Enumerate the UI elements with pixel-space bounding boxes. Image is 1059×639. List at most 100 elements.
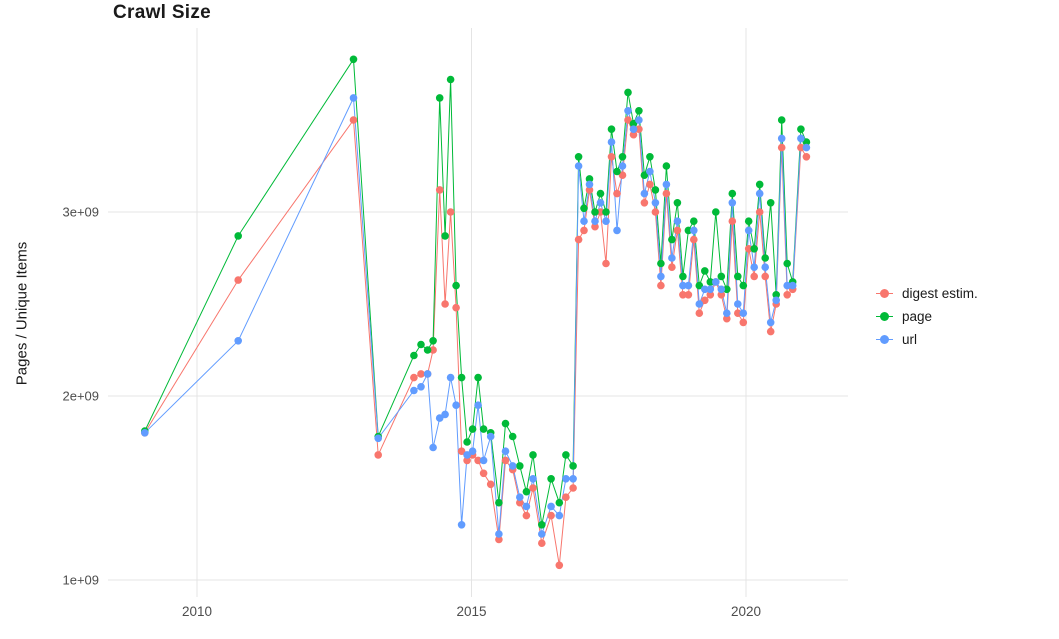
data-point-url: [474, 401, 482, 410]
data-point-digest-estim-: [613, 189, 621, 198]
data-point-url: [479, 456, 488, 465]
data-point-url: [374, 434, 383, 443]
data-point-url: [717, 285, 726, 294]
data-point-digest-estim-: [739, 318, 748, 327]
data-point-digest-estim-: [410, 373, 418, 382]
data-point-url: [435, 414, 444, 422]
data-point-url: [777, 134, 786, 143]
data-point-url: [538, 530, 546, 538]
data-point-page: [706, 278, 715, 286]
data-point-page: [468, 425, 477, 433]
data-point-url: [423, 370, 432, 378]
data-point-page: [673, 199, 682, 207]
data-point-digest-estim-: [495, 535, 503, 544]
data-point-digest-estim-: [417, 370, 425, 378]
data-point-digest-estim-: [486, 480, 495, 489]
data-point-url: [585, 180, 594, 189]
data-point-url: [508, 462, 517, 470]
data-point-page: [495, 498, 503, 507]
data-point-page: [580, 204, 588, 213]
data-point-digest-estim-: [479, 469, 488, 478]
data-point-digest-estim-: [701, 296, 709, 305]
legend-item-page: page: [876, 309, 978, 324]
data-point-page: [501, 419, 510, 428]
data-point-digest-estim-: [547, 511, 555, 520]
data-point-page: [555, 498, 564, 507]
data-point-url: [788, 281, 797, 290]
data-point-page: [423, 346, 432, 354]
x-tick-label: 2020: [731, 604, 761, 619]
data-point-digest-estim-: [766, 327, 775, 336]
data-point-digest-estim-: [501, 456, 510, 465]
data-point-digest-estim-: [602, 259, 610, 268]
data-point-url: [562, 475, 570, 483]
data-point-url: [755, 189, 764, 198]
data-point-digest-estim-: [463, 456, 471, 465]
data-point-page: [651, 186, 660, 194]
data-point-url: [662, 180, 671, 189]
data-point-digest-estim-: [591, 222, 599, 231]
data-point-digest-estim-: [723, 314, 731, 323]
data-point-page: [479, 425, 488, 433]
data-point-page: [739, 281, 748, 290]
data-point-url: [441, 410, 449, 419]
data-point-digest-estim-: [750, 272, 758, 281]
data-point-page: [410, 351, 418, 360]
data-point-url: [522, 502, 531, 511]
y-tick-label: 2e+09: [62, 389, 99, 404]
data-point-digest-estim-: [585, 186, 594, 194]
data-point-digest-estim-: [668, 263, 676, 272]
data-point-digest-estim-: [662, 189, 671, 198]
data-point-page: [723, 285, 731, 294]
data-point-url: [417, 383, 425, 391]
data-point-digest-estim-: [574, 235, 583, 244]
x-tick-label: 2015: [456, 604, 486, 619]
data-point-url: [495, 530, 503, 538]
data-point-digest-estim-: [728, 217, 737, 225]
legend-key-icon: [876, 286, 893, 301]
data-point-url: [657, 272, 665, 281]
data-point-url: [569, 475, 577, 483]
data-point-page: [802, 138, 811, 146]
data-point-digest-estim-: [452, 303, 460, 312]
data-point-digest-estim-: [706, 291, 715, 299]
legend-key-dot: [880, 312, 889, 321]
data-point-page: [596, 189, 605, 198]
data-point-url: [141, 429, 149, 437]
data-point-url: [635, 116, 643, 124]
data-point-digest-estim-: [755, 208, 764, 216]
data-point-page: [755, 180, 764, 189]
series-line-digest-estim-: [144, 119, 807, 566]
data-point-digest-estim-: [690, 235, 698, 244]
data-point-url: [580, 217, 588, 225]
data-point-page: [574, 153, 583, 161]
data-point-url: [452, 401, 460, 410]
data-point-page: [446, 75, 455, 84]
data-point-digest-estim-: [734, 309, 742, 318]
data-point-digest-estim-: [635, 125, 643, 133]
data-point-url: [602, 217, 610, 225]
y-tick-label: 1e+09: [62, 573, 99, 588]
data-point-url: [410, 386, 418, 395]
data-point-page: [591, 208, 599, 216]
data-point-page: [441, 232, 449, 240]
data-point-page: [508, 432, 517, 441]
data-point-page: [624, 88, 632, 97]
data-point-digest-estim-: [441, 300, 449, 308]
data-point-digest-estim-: [474, 456, 482, 465]
data-point-digest-estim-: [435, 186, 444, 194]
data-point-digest-estim-: [596, 208, 605, 216]
data-point-page: [734, 272, 742, 281]
data-point-digest-estim-: [802, 153, 811, 161]
legend-item-url: url: [876, 332, 978, 347]
data-point-url: [750, 263, 758, 272]
data-point-page: [772, 291, 780, 299]
data-point-page: [777, 116, 786, 124]
data-point-page: [684, 226, 693, 235]
data-point-url: [728, 199, 737, 207]
data-point-page: [690, 217, 698, 225]
data-point-digest-estim-: [761, 272, 769, 281]
legend-label-digest-estim: digest estim.: [902, 286, 978, 301]
data-point-page: [516, 462, 524, 470]
